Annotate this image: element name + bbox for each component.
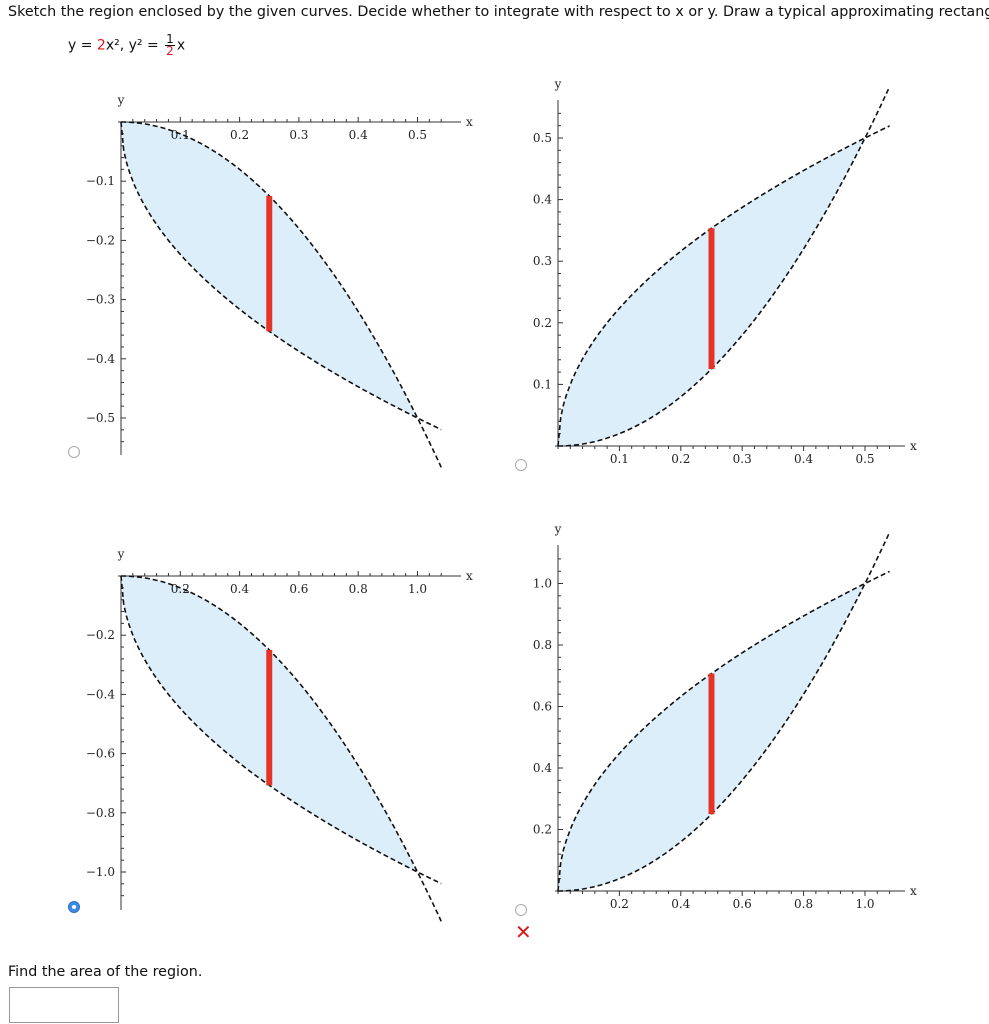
x-tick-label: 0.2: [171, 582, 190, 596]
root-curve: [120, 575, 442, 885]
choice-c-radio[interactable]: [68, 901, 80, 913]
y-tick-label: 0.3: [533, 254, 552, 268]
x-tick-label: 0.2: [671, 452, 690, 466]
x-tick-label: 0.4: [794, 452, 813, 466]
plot-panel-2: 0.1 0.2 0.3 0.4 0.5 0.1 0.2 0.3 0.4 0.5 x y: [533, 77, 917, 466]
eq-coef: 2: [96, 37, 106, 54]
x-tick-label: 0.2: [610, 897, 629, 911]
parabola-curve: [121, 121, 442, 468]
x-tick-label: 0.6: [733, 897, 752, 911]
y-tick-label: 0.6: [533, 700, 552, 714]
y-tick-label: −0.2: [86, 628, 115, 642]
x-tick-label: 0.4: [349, 128, 368, 142]
choice-b-radio[interactable]: [515, 459, 527, 471]
y-tick-label: −0.6: [86, 747, 115, 761]
x-axis-label: x: [466, 569, 473, 583]
approximating-rectangle: [266, 196, 273, 332]
y-tick-label: −0.2: [86, 233, 115, 247]
x-axis-label: x: [910, 439, 917, 453]
x-tick-label: 1.0: [408, 582, 427, 596]
y-tick-label: 0.2: [533, 316, 552, 330]
approximating-rectangle: [708, 228, 715, 369]
y-tick-label: −0.4: [86, 352, 116, 366]
y-tick-label: 0.4: [533, 761, 552, 775]
plot-panel-1: 0.1 0.2 0.3 0.4 0.5 −0.1 −0.2 −0.3 −0.4 −0.5 x y: [86, 93, 473, 468]
x-tick-label: 0.4: [230, 582, 249, 596]
y-axis-label: y: [117, 547, 125, 561]
y-tick-label: −0.8: [86, 806, 115, 820]
eq-frac-den: 2: [166, 44, 174, 58]
root-curve: [557, 570, 890, 892]
eq-lhs: y =: [68, 37, 97, 54]
choice-d-radio[interactable]: [515, 904, 527, 916]
x-tick-label: 0.3: [289, 128, 308, 142]
eq-term1: x², y² =: [105, 37, 164, 54]
y-axis-label: y: [117, 93, 125, 107]
approximating-rectangle: [266, 650, 273, 786]
question-prompt: Sketch the region enclosed by the given …: [8, 4, 989, 20]
y-tick-label: 0.4: [533, 193, 552, 207]
eq-term2: x: [176, 37, 186, 54]
root-curve: [120, 121, 442, 431]
x-tick-label: 0.2: [230, 128, 249, 142]
choice-a-radio[interactable]: [68, 446, 80, 458]
parabola-curve: [121, 575, 442, 922]
x-tick-label: 1.0: [855, 897, 874, 911]
x-tick-label: 0.3: [733, 452, 752, 466]
y-tick-label: 0.5: [533, 131, 552, 145]
x-tick-label: 0.6: [289, 582, 308, 596]
y-tick-label: 0.2: [533, 823, 552, 837]
x-tick-label: 0.1: [610, 452, 629, 466]
incorrect-mark-icon: ✕: [515, 920, 532, 944]
parabola-curve: [558, 531, 891, 892]
eq-frac-num: 1: [165, 32, 175, 46]
x-tick-label: 0.8: [349, 582, 368, 596]
y-tick-label: 0.1: [533, 377, 552, 391]
x-axis-label: x: [466, 115, 473, 129]
plot-panel-3: 0.2 0.4 0.6 0.8 1.0 −0.2 −0.4 −0.6 −0.8 −1.0 x y: [86, 547, 473, 922]
area-answer-input[interactable]: [9, 987, 119, 1023]
x-tick-label: 0.5: [408, 128, 427, 142]
plot-panel-4: 0.2 0.4 0.6 0.8 1.0 0.2 0.4 0.6 0.8 1.0 x y: [533, 522, 917, 911]
x-tick-label: 0.4: [671, 897, 690, 911]
x-tick-label: 0.5: [855, 452, 874, 466]
x-tick-label: 0.1: [171, 128, 190, 142]
y-axis-label: y: [554, 77, 562, 91]
approximating-rectangle: [708, 673, 715, 815]
y-tick-label: 1.0: [533, 577, 552, 591]
y-axis-label: y: [554, 522, 562, 536]
y-tick-label: −1.0: [86, 865, 115, 879]
x-tick-label: 0.8: [794, 897, 813, 911]
y-tick-label: −0.3: [86, 293, 115, 307]
parabola-curve: [558, 86, 891, 447]
y-tick-label: −0.4: [86, 687, 116, 701]
area-question: Find the area of the region.: [8, 964, 203, 980]
y-tick-label: −0.1: [86, 174, 115, 188]
y-tick-label: −0.5: [86, 411, 115, 425]
root-curve: [557, 125, 890, 447]
y-tick-label: 0.8: [533, 638, 552, 652]
x-axis-label: x: [910, 884, 917, 898]
